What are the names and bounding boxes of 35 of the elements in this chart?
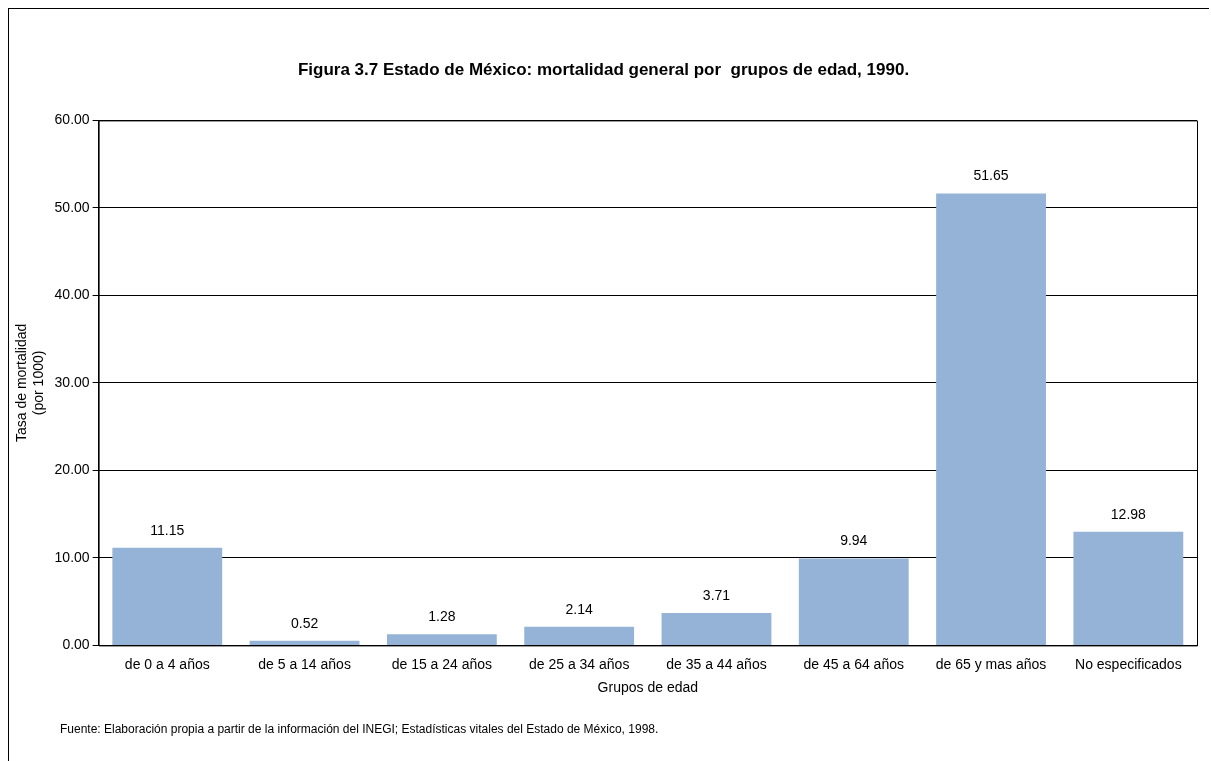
bar [798,558,909,645]
bar [1073,531,1184,645]
x-tick-label: No especificados [1075,655,1182,672]
data-label: 9.94 [840,532,868,549]
x-axis-title: Grupos de edad [597,679,699,696]
x-tick-label: de 35 a 44 años [666,655,767,672]
y-tick-label: 10.00 [54,548,90,565]
data-label: 3.71 [702,586,731,603]
data-label: 12.98 [1110,505,1147,522]
data-label: 2.14 [565,600,594,617]
x-tick-label: de 15 a 24 años [391,655,493,672]
y-tick-label: 60.00 [54,111,90,128]
x-tick-label: de 25 a 34 años [528,655,630,672]
bar [661,612,772,645]
y-tick-label: 20.00 [54,461,90,478]
bar [112,547,223,645]
bar [524,626,635,645]
data-label: 0.52 [290,614,319,631]
y-axis-title: Tasa de mortalidad (por 1000) [13,323,47,443]
x-tick-label: de 0 a 4 años [124,655,210,672]
bar [936,193,1046,645]
chart-title: Figura 3.7 Estado de México: mortalidad general por grupos de edad, 1990. [297,59,910,79]
bar [386,634,497,645]
data-label: 11.15 [150,521,185,538]
source-note: Fuente: Elaboración propia a partir de la información del INEGI; Estadísticas vitales del Estado de México, 1998. [60,722,659,736]
x-tick-label: de 5 a 14 años [258,655,351,672]
y-tick-label: 30.00 [54,373,90,390]
x-tick-label: de 45 a 64 años [803,655,904,672]
data-label: 1.28 [428,608,456,625]
y-tick-label: 40.00 [54,286,90,303]
y-tick-label: 0.00 [62,636,90,653]
y-tick-label: 50.00 [54,198,90,215]
data-label: 51.65 [973,167,1009,184]
bar [249,640,360,645]
x-tick-label: de 65 y mas años [935,655,1047,672]
